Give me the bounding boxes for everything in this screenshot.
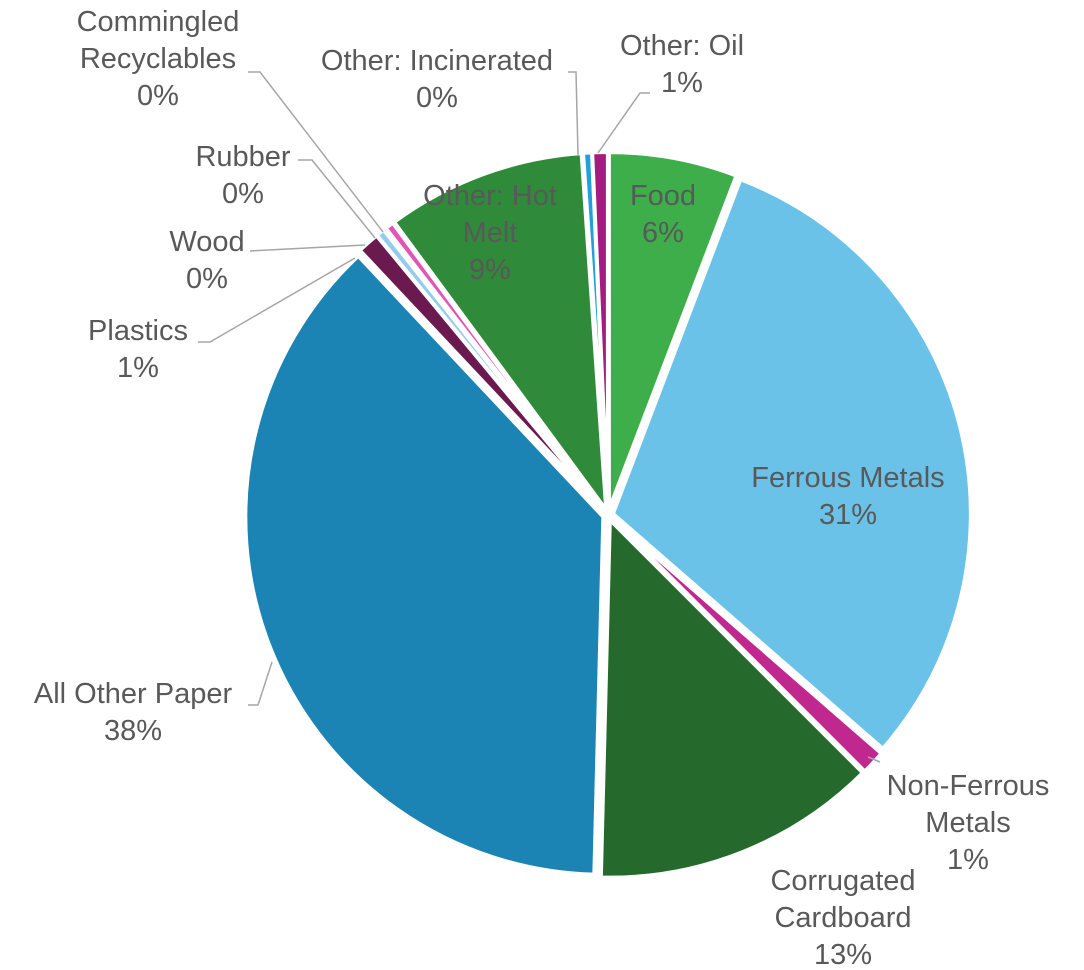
pie-slice xyxy=(598,514,866,880)
slice-name: Ferrous Metals xyxy=(751,462,945,494)
leader-line xyxy=(597,92,650,154)
slice-name: Other: Incinerated xyxy=(320,45,554,77)
slice-value: 1% xyxy=(117,352,159,384)
data-label: Ferrous Metals 31% xyxy=(728,460,968,534)
slice-value: 0% xyxy=(222,178,264,210)
slice-name: Wood xyxy=(169,226,245,258)
data-label: Food 6% xyxy=(608,178,718,252)
data-label: Other: Hot Melt 9% xyxy=(415,178,565,289)
data-label: Other: Incinerated 0% xyxy=(287,43,587,117)
pie-slice xyxy=(606,150,740,511)
leader-line xyxy=(298,159,376,239)
data-label: Plastics 1% xyxy=(38,313,238,387)
slice-value: 0% xyxy=(186,263,228,295)
data-label: Non-Ferrous Metals 1% xyxy=(868,768,1068,879)
slice-value: 13% xyxy=(813,939,873,970)
slice-name: Commingled Recyclables xyxy=(76,6,240,75)
slice-name: Rubber xyxy=(195,141,291,173)
slice-name: Other: Oil xyxy=(619,30,745,62)
data-label: Rubber 0% xyxy=(173,139,313,213)
pie-slice xyxy=(391,151,609,518)
pie-slice xyxy=(610,176,973,752)
data-label: Wood 0% xyxy=(147,224,267,298)
leader-line xyxy=(867,756,881,763)
slice-value: 1% xyxy=(661,67,703,99)
slice-value: 6% xyxy=(642,217,684,249)
slice-name: All Other Paper xyxy=(33,678,233,710)
slice-name: Non-Ferrous Metals xyxy=(886,770,1050,839)
data-label: Corrugated Cardboard 13% xyxy=(753,863,933,970)
slice-name: Plastics xyxy=(88,315,188,347)
leader-line xyxy=(198,257,356,343)
slice-value: 0% xyxy=(416,82,458,114)
slice-value: 1% xyxy=(947,844,989,876)
slice-value: 31% xyxy=(818,499,878,531)
leader-line xyxy=(568,71,579,156)
pie-slice xyxy=(243,252,606,877)
data-label: All Other Paper 38% xyxy=(3,676,263,750)
leader-line xyxy=(249,244,366,252)
slice-value: 0% xyxy=(137,80,179,112)
slice-name: Other: Hot Melt xyxy=(423,180,557,249)
slice-value: 38% xyxy=(103,715,163,747)
slice-name: Food xyxy=(629,180,697,212)
data-label: Other: Oil 1% xyxy=(602,28,762,102)
slice-value: 9% xyxy=(469,254,511,286)
data-label: Commingled Recyclables 0% xyxy=(58,4,258,115)
pie-slice xyxy=(610,516,885,775)
pie-slice xyxy=(590,150,610,511)
slice-name: Corrugated Cardboard xyxy=(770,865,916,934)
leader-line xyxy=(248,71,384,233)
leader-line xyxy=(248,661,273,706)
